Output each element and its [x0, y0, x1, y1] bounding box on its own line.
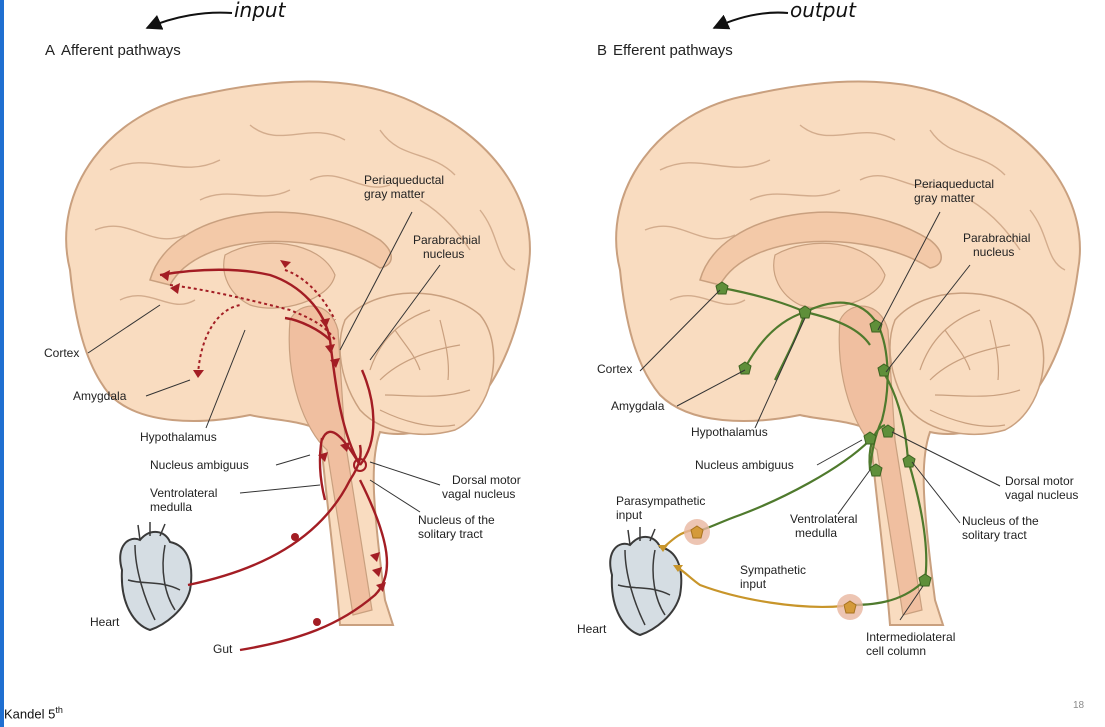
label-b-pag-2: gray matter [914, 191, 975, 205]
label-b-dmv-1: Dorsal motor [1005, 474, 1074, 488]
label-a-nts-2: solitary tract [418, 527, 483, 541]
label-a-cortex: Cortex [44, 346, 79, 360]
label-a-amygdala: Amygdala [73, 389, 127, 403]
label-a-heart: Heart [90, 615, 120, 629]
afferent-terminals [160, 260, 386, 626]
label-b-vlm-2: medulla [795, 526, 837, 540]
label-b-heart: Heart [577, 622, 607, 636]
label-a-pb-1: Parabrachial [413, 233, 480, 247]
label-b-nts-2: solitary tract [962, 528, 1027, 542]
label-b-nts-1: Nucleus of the [962, 514, 1039, 528]
panel-b-diagram: Periaqueductal gray matter Parabrachial … [577, 80, 1081, 658]
label-a-vlm-1: Ventrolateral [150, 486, 217, 500]
label-b-symp-2: input [740, 577, 767, 591]
label-a-hypothalamus: Hypothalamus [140, 430, 217, 444]
label-b-amygdala: Amygdala [611, 399, 665, 413]
slide-number: 18 [1073, 700, 1085, 711]
label-b-nucleus-ambiguus: Nucleus ambiguus [695, 458, 794, 472]
label-a-nts-1: Nucleus of the [418, 513, 495, 527]
label-b-pag-1: Periaqueductal [914, 177, 994, 191]
label-b-dmv-2: vagal nucleus [1005, 488, 1078, 502]
slide-accent-border [0, 0, 4, 727]
label-b-pb-2: nucleus [973, 245, 1014, 259]
panel-a-title: A Afferent pathways [45, 42, 181, 59]
heart-b-illustration [609, 527, 683, 637]
brain-a-brainstem [288, 305, 373, 616]
heart-a-illustration [119, 522, 193, 632]
panel-a-title-text: Afferent pathways [61, 42, 181, 59]
label-b-iml-1: Intermediolateral [866, 630, 955, 644]
autonomic-ganglia [658, 519, 863, 620]
output-arrow [712, 11, 789, 30]
label-b-vlm-1: Ventrolateral [790, 512, 857, 526]
panel-a-letter: A [45, 42, 56, 59]
label-b-cortex: Cortex [597, 362, 632, 376]
output-annotation: output [790, 0, 856, 22]
input-arrow [145, 11, 233, 30]
label-a-gut: Gut [213, 642, 233, 656]
panel-b-leader-lines [639, 211, 1001, 621]
label-b-symp-1: Sympathetic [740, 563, 806, 577]
label-a-dmv-1: Dorsal motor [452, 473, 521, 487]
brain-a-gyri [94, 124, 516, 306]
label-b-para-2: input [616, 508, 643, 522]
source-citation-sup: th [55, 705, 63, 715]
panel-a-diagram: Periaqueductal gray matter Parabrachial … [44, 80, 531, 656]
label-b-pb-1: Parabrachial [963, 231, 1030, 245]
panel-a-leader-lines [87, 211, 441, 513]
label-a-vlm-2: medulla [150, 500, 192, 514]
label-a-dmv-2: vagal nucleus [442, 487, 515, 501]
panel-b-title: B Efferent pathways [597, 42, 733, 59]
brain-b-gyri [644, 124, 1066, 306]
brain-a-thalamus [223, 242, 336, 309]
afferent-dotted-pathways [169, 269, 336, 376]
brain-b-corpus-callosum [699, 211, 942, 286]
brain-a-corpus-callosum [149, 211, 392, 286]
label-b-iml-2: cell column [866, 644, 926, 658]
label-a-pag-2: gray matter [364, 187, 425, 201]
label-b-para-1: Parasympathetic [616, 494, 705, 508]
panel-b-title-text: Efferent pathways [613, 42, 733, 59]
source-citation: Kandel 5th [4, 705, 63, 721]
source-citation-text: Kandel 5 [4, 706, 56, 722]
label-a-pb-2: nucleus [423, 247, 464, 261]
label-a-pag-1: Periaqueductal [364, 173, 444, 187]
panel-b-letter: B [597, 42, 608, 59]
brain-a-arbor-vitae [369, 309, 471, 427]
brain-b-thalamus [773, 242, 886, 309]
brain-b-arbor-vitae [919, 309, 1021, 427]
label-b-hypothalamus: Hypothalamus [691, 425, 768, 439]
input-annotation: input [234, 0, 286, 22]
label-a-nucleus-ambiguus: Nucleus ambiguus [150, 458, 249, 472]
